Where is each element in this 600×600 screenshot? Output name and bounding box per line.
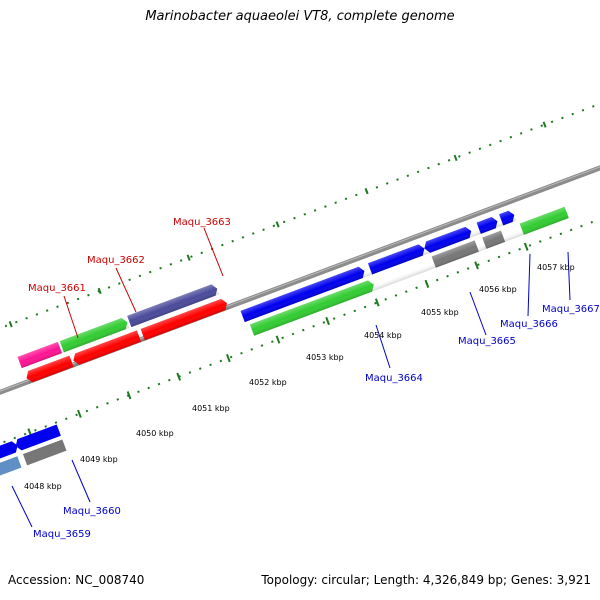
scale-label-4048: 4048 kbp [24,482,62,491]
outer-scale-ticks [8,121,547,328]
scale-label-4049: 4049 kbp [80,455,118,464]
gene-label-maqu-3659[interactable]: Maqu_3659 [33,529,91,540]
gene-maqu-3659[interactable] [0,456,22,482]
gene-leader-lines [11,227,571,528]
gene-label-maqu-3667[interactable]: Maqu_3667 [542,304,600,315]
map-title: Marinobacter aquaeolei VT8, complete gen… [145,9,455,24]
gene-label-maqu-3662[interactable]: Maqu_3662 [87,255,145,266]
gene-label-maqu-3664[interactable]: Maqu_3664 [365,373,423,384]
accession-text: Accession: NC_008740 [8,573,145,587]
scale-label-4050: 4050 kbp [136,429,174,438]
gene-label-maqu-3661[interactable]: Maqu_3661 [28,283,86,294]
genome-backbone [0,146,600,408]
scale-label-4055: 4055 kbp [421,308,459,317]
topology-text: Topology: circular; Length: 4,326,849 bp… [261,573,591,587]
gene-label-maqu-3665[interactable]: Maqu_3665 [458,336,516,347]
scale-label-4054: 4054 kbp [364,331,402,340]
gene-maqu-3660[interactable] [22,439,67,466]
gene-blue-ll-1[interactable] [0,440,20,467]
scale-label-4052: 4052 kbp [249,378,287,387]
gene-shading [17,206,569,384]
gene-blue-ll-2[interactable] [14,424,61,451]
scale-label-4053: 4053 kbp [306,353,344,362]
gene-label-maqu-3666[interactable]: Maqu_3666 [500,319,558,330]
scale-label-4056: 4056 kbp [479,285,517,294]
scale-label-4057: 4057 kbp [537,263,575,272]
gene-label-maqu-3660[interactable]: Maqu_3660 [63,506,121,517]
scale-label-4051: 4051 kbp [192,404,230,413]
inner-scale-ticks [27,242,529,437]
gene-label-maqu-3663[interactable]: Maqu_3663 [173,217,231,228]
